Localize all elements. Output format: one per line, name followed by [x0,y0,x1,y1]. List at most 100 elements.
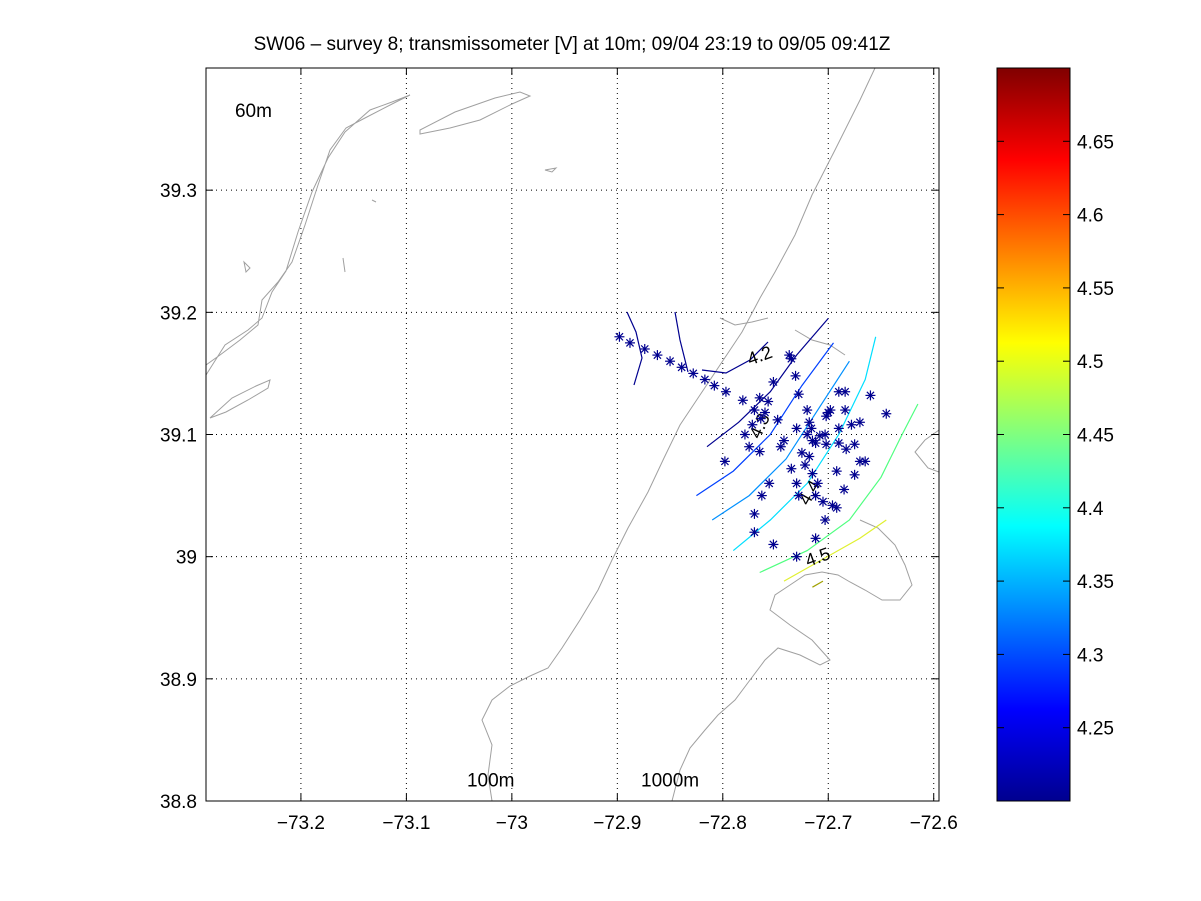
islet-4 [371,199,377,203]
y-tick-label: 39.2 [160,303,197,324]
station-marker-stroke [818,497,828,506]
station-marker [665,356,676,367]
station-marker [820,515,831,526]
station-marker-stroke [750,509,759,518]
station-marker [865,390,876,401]
station-marker-stroke [745,442,754,451]
station-marker-stroke [794,491,803,500]
y-tick-label: 39.1 [160,426,197,447]
x-tick-label: −73.1 [382,813,430,834]
island-west [209,379,271,419]
station-marker-stroke [776,442,785,451]
station-marker-stroke [813,479,822,488]
station-marker [793,490,804,501]
islet-3 [243,260,251,274]
colorbar-gradient [996,67,1071,802]
colorbar-tick-label: 4.6 [1077,206,1103,227]
station-marker-stroke [760,408,770,417]
station-marker [860,456,871,467]
station-marker [763,396,774,407]
station-marker-stroke [801,461,810,470]
station-marker [739,429,750,440]
colorbar-tick-label: 4.4 [1077,499,1104,520]
station-marker-stroke [677,363,686,372]
colorbar-tick-label: 4.25 [1077,719,1114,740]
station-marker-stroke [740,430,749,439]
station-marker-stroke [840,485,849,494]
station-marker-stroke [792,424,801,433]
station-marker-stroke [748,420,757,429]
station-marker [796,447,807,458]
station-marker [790,370,801,381]
station-marker-stroke [653,351,662,360]
station-marker-stroke [882,409,891,418]
station-marker [841,444,852,455]
station-marker-stroke [750,528,759,537]
contour-line-4.5 [783,519,887,582]
station-marker [854,417,865,428]
station-marker-stroke [807,424,816,433]
colorbar: 4.25 4.3 4.35 4.4 4.45 4.5 4.55 4.6 4.65 [996,67,1114,802]
station-marker-stroke [710,381,719,390]
station-marker-stroke [750,406,759,415]
station-marker [793,389,804,400]
station-marker [791,478,802,489]
station-marker [754,446,765,457]
station-marker [791,551,802,562]
bathymetry-contours [206,68,939,801]
station-marker-stroke [769,540,778,549]
x-tick-label: −73 [496,813,528,834]
station-marker [814,430,825,441]
station-marker [831,466,842,477]
station-marker [833,423,844,434]
bathymetry-label: 1000m [641,770,699,791]
station-marker-stroke [785,351,794,360]
station-marker-stroke [755,393,764,402]
station-marker-stroke [791,371,800,380]
station-marker [881,408,892,419]
contour-line-4.25 [696,342,834,497]
station-marker [804,451,815,462]
station-marker-stroke [826,406,835,415]
station-marker-stroke [841,406,850,415]
station-marker-stroke [773,415,782,424]
station-marker-stroke [792,552,801,561]
station-marker-stroke [808,436,817,445]
station-marker [804,417,815,428]
colorbar-tick-label: 4.35 [1077,572,1114,593]
canyon-lobe [719,317,769,326]
contour-4.2-branch-b [674,311,689,373]
station-marker [786,463,797,474]
station-marker-stroke [805,418,814,427]
x-tick-label: −72.7 [804,813,852,834]
station-marker [810,490,821,501]
station-marker [791,423,802,434]
station-marker [810,533,821,544]
station-marker [652,350,663,361]
x-tick-label: −72.6 [910,813,958,834]
shelf-break-1000m [481,68,876,801]
contour-line-4.35 [732,336,877,552]
station-marker [807,435,818,446]
station-marker-stroke [834,424,843,433]
station-marker [624,337,635,348]
station-marker-stroke [832,467,841,476]
station-marker [802,405,813,416]
station-marker [849,439,860,450]
islet-2 [342,257,346,273]
station-marker-stroke [764,397,773,406]
station-marker-stroke [689,369,698,378]
station-marker-stroke [640,344,649,354]
station-marker-stroke [855,418,864,427]
station-marker-stroke [850,470,859,479]
station-marker [840,386,851,397]
colorbar-tick-label: 4.5 [1077,352,1103,373]
station-marker [833,438,844,449]
station-marker [614,331,625,342]
y-tick-label: 38.8 [160,792,197,813]
y-tick-label: 38.9 [160,670,197,691]
canyon-contour-east [914,429,939,473]
y-tick-label: 39 [176,548,197,569]
